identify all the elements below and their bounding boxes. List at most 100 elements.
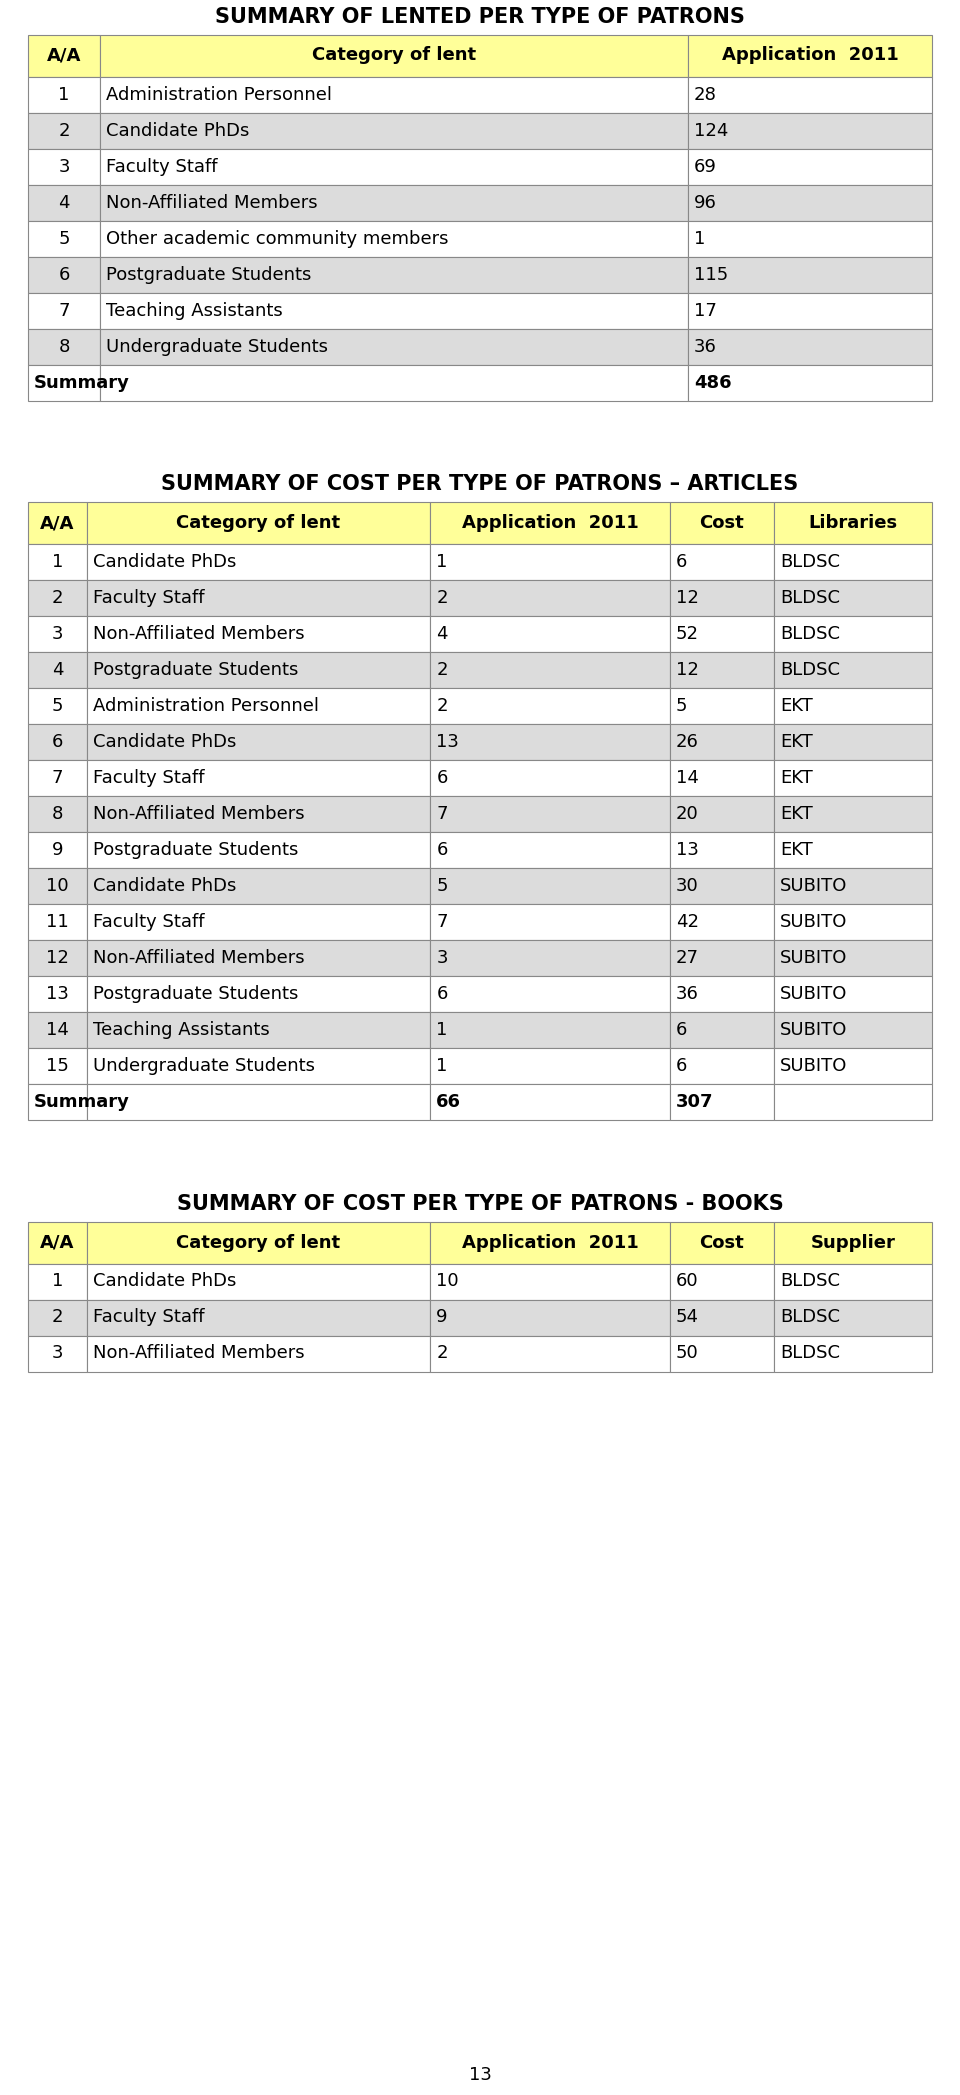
Bar — [430, 867, 670, 905]
Text: Non-Affiliated Members: Non-Affiliated Members — [93, 624, 304, 643]
Text: 9: 9 — [52, 840, 63, 859]
Text: BLDSC: BLDSC — [780, 1345, 840, 1362]
Bar — [28, 1221, 86, 1263]
Bar — [28, 616, 86, 652]
Text: 13: 13 — [46, 985, 69, 1004]
Bar — [430, 1263, 670, 1299]
Text: 7: 7 — [59, 302, 70, 321]
Bar — [101, 365, 688, 400]
Text: Postgraduate Students: Postgraduate Students — [93, 985, 299, 1004]
Bar — [670, 616, 774, 652]
Text: BLDSC: BLDSC — [780, 624, 840, 643]
Text: Undergraduate Students: Undergraduate Students — [93, 1058, 315, 1075]
Text: 4: 4 — [59, 193, 70, 212]
Text: Candidate PhDs: Candidate PhDs — [93, 1272, 236, 1291]
Text: 13: 13 — [436, 733, 459, 750]
Text: 1: 1 — [694, 230, 706, 247]
Bar — [774, 1083, 932, 1121]
Bar — [28, 1335, 86, 1372]
Text: SUMMARY OF COST PER TYPE OF PATRONS – ARTICLES: SUMMARY OF COST PER TYPE OF PATRONS – AR… — [161, 473, 799, 494]
Bar — [774, 1221, 932, 1263]
Text: Faculty Staff: Faculty Staff — [107, 157, 218, 176]
Bar — [101, 34, 688, 78]
Bar — [774, 616, 932, 652]
Text: 2: 2 — [436, 1345, 447, 1362]
Text: 115: 115 — [694, 266, 729, 283]
Bar — [86, 1263, 430, 1299]
Bar — [774, 652, 932, 687]
Bar — [86, 941, 430, 976]
Bar — [670, 976, 774, 1012]
Bar — [774, 867, 932, 905]
Bar — [28, 976, 86, 1012]
Text: A/A: A/A — [40, 1234, 75, 1251]
Text: EKT: EKT — [780, 769, 812, 788]
Bar — [101, 220, 688, 256]
Text: Teaching Assistants: Teaching Assistants — [93, 1020, 270, 1039]
Bar — [86, 1012, 430, 1048]
Bar — [670, 1263, 774, 1299]
Bar — [28, 365, 101, 400]
Text: 2: 2 — [436, 698, 447, 714]
Bar — [28, 652, 86, 687]
Bar — [28, 78, 101, 113]
Text: BLDSC: BLDSC — [780, 589, 840, 608]
Bar — [670, 1221, 774, 1263]
Bar — [430, 905, 670, 941]
Bar — [774, 725, 932, 760]
Bar — [28, 220, 101, 256]
Bar — [28, 256, 101, 293]
Bar — [86, 503, 430, 545]
Bar — [670, 1083, 774, 1121]
Text: SUMMARY OF LENTED PER TYPE OF PATRONS: SUMMARY OF LENTED PER TYPE OF PATRONS — [215, 6, 745, 27]
Bar — [86, 796, 430, 832]
Bar — [670, 1048, 774, 1083]
Text: Postgraduate Students: Postgraduate Students — [107, 266, 312, 283]
Text: 4: 4 — [52, 662, 63, 679]
Bar — [28, 760, 86, 796]
Bar — [430, 1335, 670, 1372]
Text: 2: 2 — [59, 122, 70, 140]
Bar — [774, 976, 932, 1012]
Text: 6: 6 — [436, 985, 447, 1004]
Bar — [430, 652, 670, 687]
Text: Cost: Cost — [700, 513, 744, 532]
Text: Postgraduate Students: Postgraduate Students — [93, 840, 299, 859]
Bar — [430, 580, 670, 616]
Bar — [670, 941, 774, 976]
Bar — [28, 1083, 86, 1121]
Text: 30: 30 — [676, 878, 699, 895]
Text: Category of lent: Category of lent — [177, 513, 341, 532]
Bar — [774, 760, 932, 796]
Bar — [688, 149, 932, 184]
Bar — [28, 1012, 86, 1048]
Text: 1: 1 — [59, 86, 70, 103]
Bar — [101, 329, 688, 365]
Bar — [774, 905, 932, 941]
Text: 96: 96 — [694, 193, 717, 212]
Bar — [430, 503, 670, 545]
Bar — [28, 867, 86, 905]
Bar — [430, 941, 670, 976]
Bar — [774, 580, 932, 616]
Bar — [670, 652, 774, 687]
Bar — [28, 184, 101, 220]
Bar — [688, 113, 932, 149]
Text: Candidate PhDs: Candidate PhDs — [93, 553, 236, 572]
Bar — [28, 580, 86, 616]
Bar — [101, 78, 688, 113]
Bar — [774, 503, 932, 545]
Text: Libraries: Libraries — [808, 513, 898, 532]
Bar — [430, 832, 670, 867]
Bar — [670, 832, 774, 867]
Bar — [28, 545, 86, 580]
Bar — [86, 545, 430, 580]
Text: 1: 1 — [52, 553, 63, 572]
Text: 307: 307 — [676, 1094, 713, 1110]
Bar — [430, 616, 670, 652]
Text: 42: 42 — [676, 913, 699, 930]
Bar — [430, 687, 670, 725]
Text: 8: 8 — [59, 337, 70, 356]
Bar — [670, 503, 774, 545]
Text: Administration Personnel: Administration Personnel — [93, 698, 319, 714]
